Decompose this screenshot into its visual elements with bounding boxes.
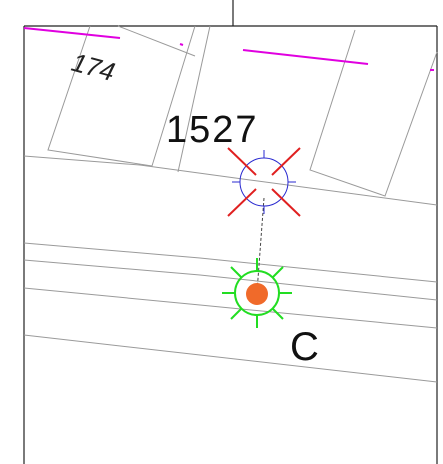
link-line xyxy=(256,197,265,293)
parcel-lines xyxy=(23,25,438,383)
target-cross xyxy=(227,147,301,217)
parcel-label: 1527 xyxy=(166,109,259,151)
boundary-highlight xyxy=(242,49,369,65)
target-point xyxy=(232,150,296,214)
gps-point xyxy=(222,258,292,328)
boundary-highlight xyxy=(179,43,184,46)
position-dot xyxy=(246,283,268,305)
boundary-highlight xyxy=(23,27,121,39)
marker-label: C xyxy=(290,325,319,369)
